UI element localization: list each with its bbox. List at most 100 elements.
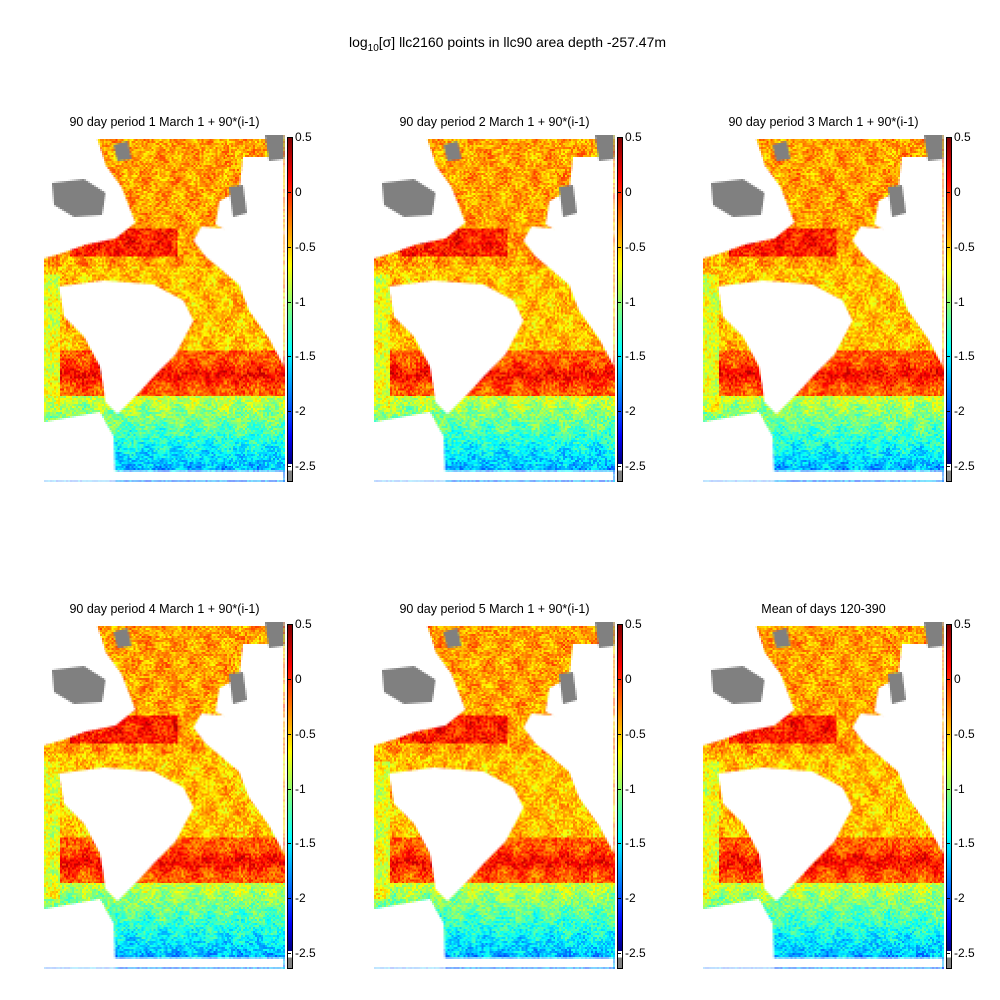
- panel-title: 90 day period 1 March 1 + 90*(i-1): [69, 115, 260, 129]
- map-panel-5: 90 day period 5 March 1 + 90*(i-1) 0.5 0 -0…: [374, 602, 674, 992]
- colorbar-tick-mark: [287, 788, 291, 790]
- colorbar-tick-mark: [946, 898, 950, 900]
- map-panel-1: 90 day period 1 March 1 + 90*(i-1) 0.5 0 -0…: [44, 115, 344, 505]
- colorbar: [946, 624, 952, 969]
- sigma-heatmap: [44, 622, 285, 969]
- colorbar-tick-label: -1.5: [954, 349, 975, 364]
- colorbar-tick-mark: [287, 137, 291, 138]
- colorbar-tick-mark: [946, 678, 950, 680]
- colorbar-tick-label: 0.5: [625, 130, 642, 144]
- colorbar-tick-mark: [617, 678, 621, 680]
- map-panel-6: Mean of days 120-390 0.5 0 -0.5 -1 -1.5 -2 -2.5: [703, 602, 1000, 992]
- colorbar-tick-mark: [287, 191, 291, 193]
- colorbar-tick-mark: [946, 953, 950, 954]
- colorbar-tick-mark: [287, 843, 291, 845]
- map-panel-2: 90 day period 2 March 1 + 90*(i-1) 0.5 0 -0…: [374, 115, 674, 505]
- sigma-heatmap: [374, 622, 615, 969]
- panel-title: 90 day period 4 March 1 + 90*(i-1): [69, 602, 260, 616]
- colorbar-tick-label: -1.5: [295, 349, 316, 364]
- colorbar-tick-label: 0: [625, 184, 632, 199]
- panel-title: Mean of days 120-390: [761, 602, 886, 616]
- colorbar-tick-label: -2.5: [954, 946, 975, 960]
- colorbar-tick-mark: [946, 301, 950, 303]
- colorbar: [287, 624, 293, 969]
- colorbar-tick-mark: [287, 356, 291, 358]
- colorbar-tick-label: -1: [625, 781, 636, 796]
- colorbar-tick-mark: [287, 898, 291, 900]
- figure-title: log10[σ] llc2160 points in llc90 area de…: [0, 34, 1000, 54]
- colorbar-tick-label: -1.5: [625, 836, 646, 851]
- colorbar-tick-mark: [946, 137, 950, 138]
- sigma-heatmap: [703, 622, 944, 969]
- colorbar-tick-label: -2: [625, 891, 636, 906]
- colorbar-tick-mark: [617, 843, 621, 845]
- colorbar-tick-mark: [946, 788, 950, 790]
- colorbar-tick-label: -2: [954, 891, 965, 906]
- colorbar-tick-label: -1: [295, 781, 306, 796]
- colorbar-tick-label: 0: [954, 184, 961, 199]
- colorbar: [287, 137, 293, 482]
- map-panel-4: 90 day period 4 March 1 + 90*(i-1) 0.5 0 -0…: [44, 602, 344, 992]
- colorbar-tick-label: -0.5: [625, 726, 646, 741]
- panel-title: 90 day period 2 March 1 + 90*(i-1): [399, 115, 590, 129]
- colorbar-tick-label: -2.5: [295, 459, 316, 473]
- colorbar-tick-mark: [287, 246, 291, 248]
- colorbar-tick-label: -2.5: [295, 946, 316, 960]
- colorbar-tick-label: -1: [295, 294, 306, 309]
- colorbar-tick-mark: [946, 246, 950, 248]
- colorbar-tick-label: -2: [625, 404, 636, 419]
- panel-title: 90 day period 3 March 1 + 90*(i-1): [728, 115, 919, 129]
- colorbar-tick-mark: [287, 733, 291, 735]
- colorbar-tick-label: 0.5: [295, 130, 312, 144]
- colorbar-tick-mark: [946, 624, 950, 625]
- sigma-heatmap: [44, 135, 285, 482]
- colorbar-tick-mark: [617, 137, 621, 138]
- colorbar-tick-mark: [287, 301, 291, 303]
- colorbar-tick-mark: [617, 733, 621, 735]
- colorbar-tick-label: 0: [295, 184, 302, 199]
- colorbar-tick-label: 0: [295, 671, 302, 686]
- colorbar-tick-mark: [946, 191, 950, 193]
- colorbar-tick-label: -1.5: [625, 349, 646, 364]
- colorbar-tick-mark: [287, 678, 291, 680]
- colorbar-tick-mark: [617, 466, 621, 467]
- colorbar-tick-label: 0.5: [295, 617, 312, 631]
- colorbar-tick-mark: [617, 953, 621, 954]
- colorbar-tick-mark: [946, 356, 950, 358]
- colorbar-tick-label: -1: [954, 781, 965, 796]
- colorbar-tick-label: -1: [954, 294, 965, 309]
- colorbar-tick-label: 0.5: [954, 130, 971, 144]
- colorbar-tick-mark: [946, 466, 950, 467]
- title-text: [σ] llc2160 points in llc90 area depth -…: [378, 34, 667, 50]
- colorbar-tick-mark: [617, 898, 621, 900]
- colorbar-tick-mark: [617, 411, 621, 413]
- colorbar-tick-mark: [287, 624, 291, 625]
- colorbar-tick-mark: [946, 733, 950, 735]
- colorbar-tick-mark: [287, 466, 291, 467]
- colorbar-tick-label: 0: [954, 671, 961, 686]
- colorbar-tick-label: -0.5: [625, 239, 646, 254]
- colorbar-tick-label: -2: [295, 891, 306, 906]
- colorbar-tick-label: 0: [625, 671, 632, 686]
- colorbar-tick-mark: [946, 843, 950, 845]
- colorbar-tick-label: 0.5: [954, 617, 971, 631]
- colorbar-tick-label: -2.5: [625, 946, 646, 960]
- colorbar-tick-label: -1: [625, 294, 636, 309]
- map-panel-3: 90 day period 3 March 1 + 90*(i-1) 0.5 0 -0…: [703, 115, 1000, 505]
- colorbar-tick-label: -0.5: [295, 726, 316, 741]
- colorbar-tick-label: -0.5: [954, 726, 975, 741]
- colorbar-tick-mark: [617, 191, 621, 193]
- colorbar-tick-label: -2: [954, 404, 965, 419]
- sigma-heatmap: [703, 135, 944, 482]
- colorbar-tick-label: -1.5: [295, 836, 316, 851]
- colorbar-tick-mark: [617, 788, 621, 790]
- colorbar-tick-mark: [617, 301, 621, 303]
- colorbar-tick-mark: [946, 411, 950, 413]
- title-subscript: 10: [367, 42, 379, 54]
- colorbar-tick-mark: [617, 356, 621, 358]
- colorbar-tick-mark: [617, 624, 621, 625]
- colorbar-tick-label: -2.5: [954, 459, 975, 473]
- colorbar: [946, 137, 952, 482]
- colorbar-tick-label: -0.5: [295, 239, 316, 254]
